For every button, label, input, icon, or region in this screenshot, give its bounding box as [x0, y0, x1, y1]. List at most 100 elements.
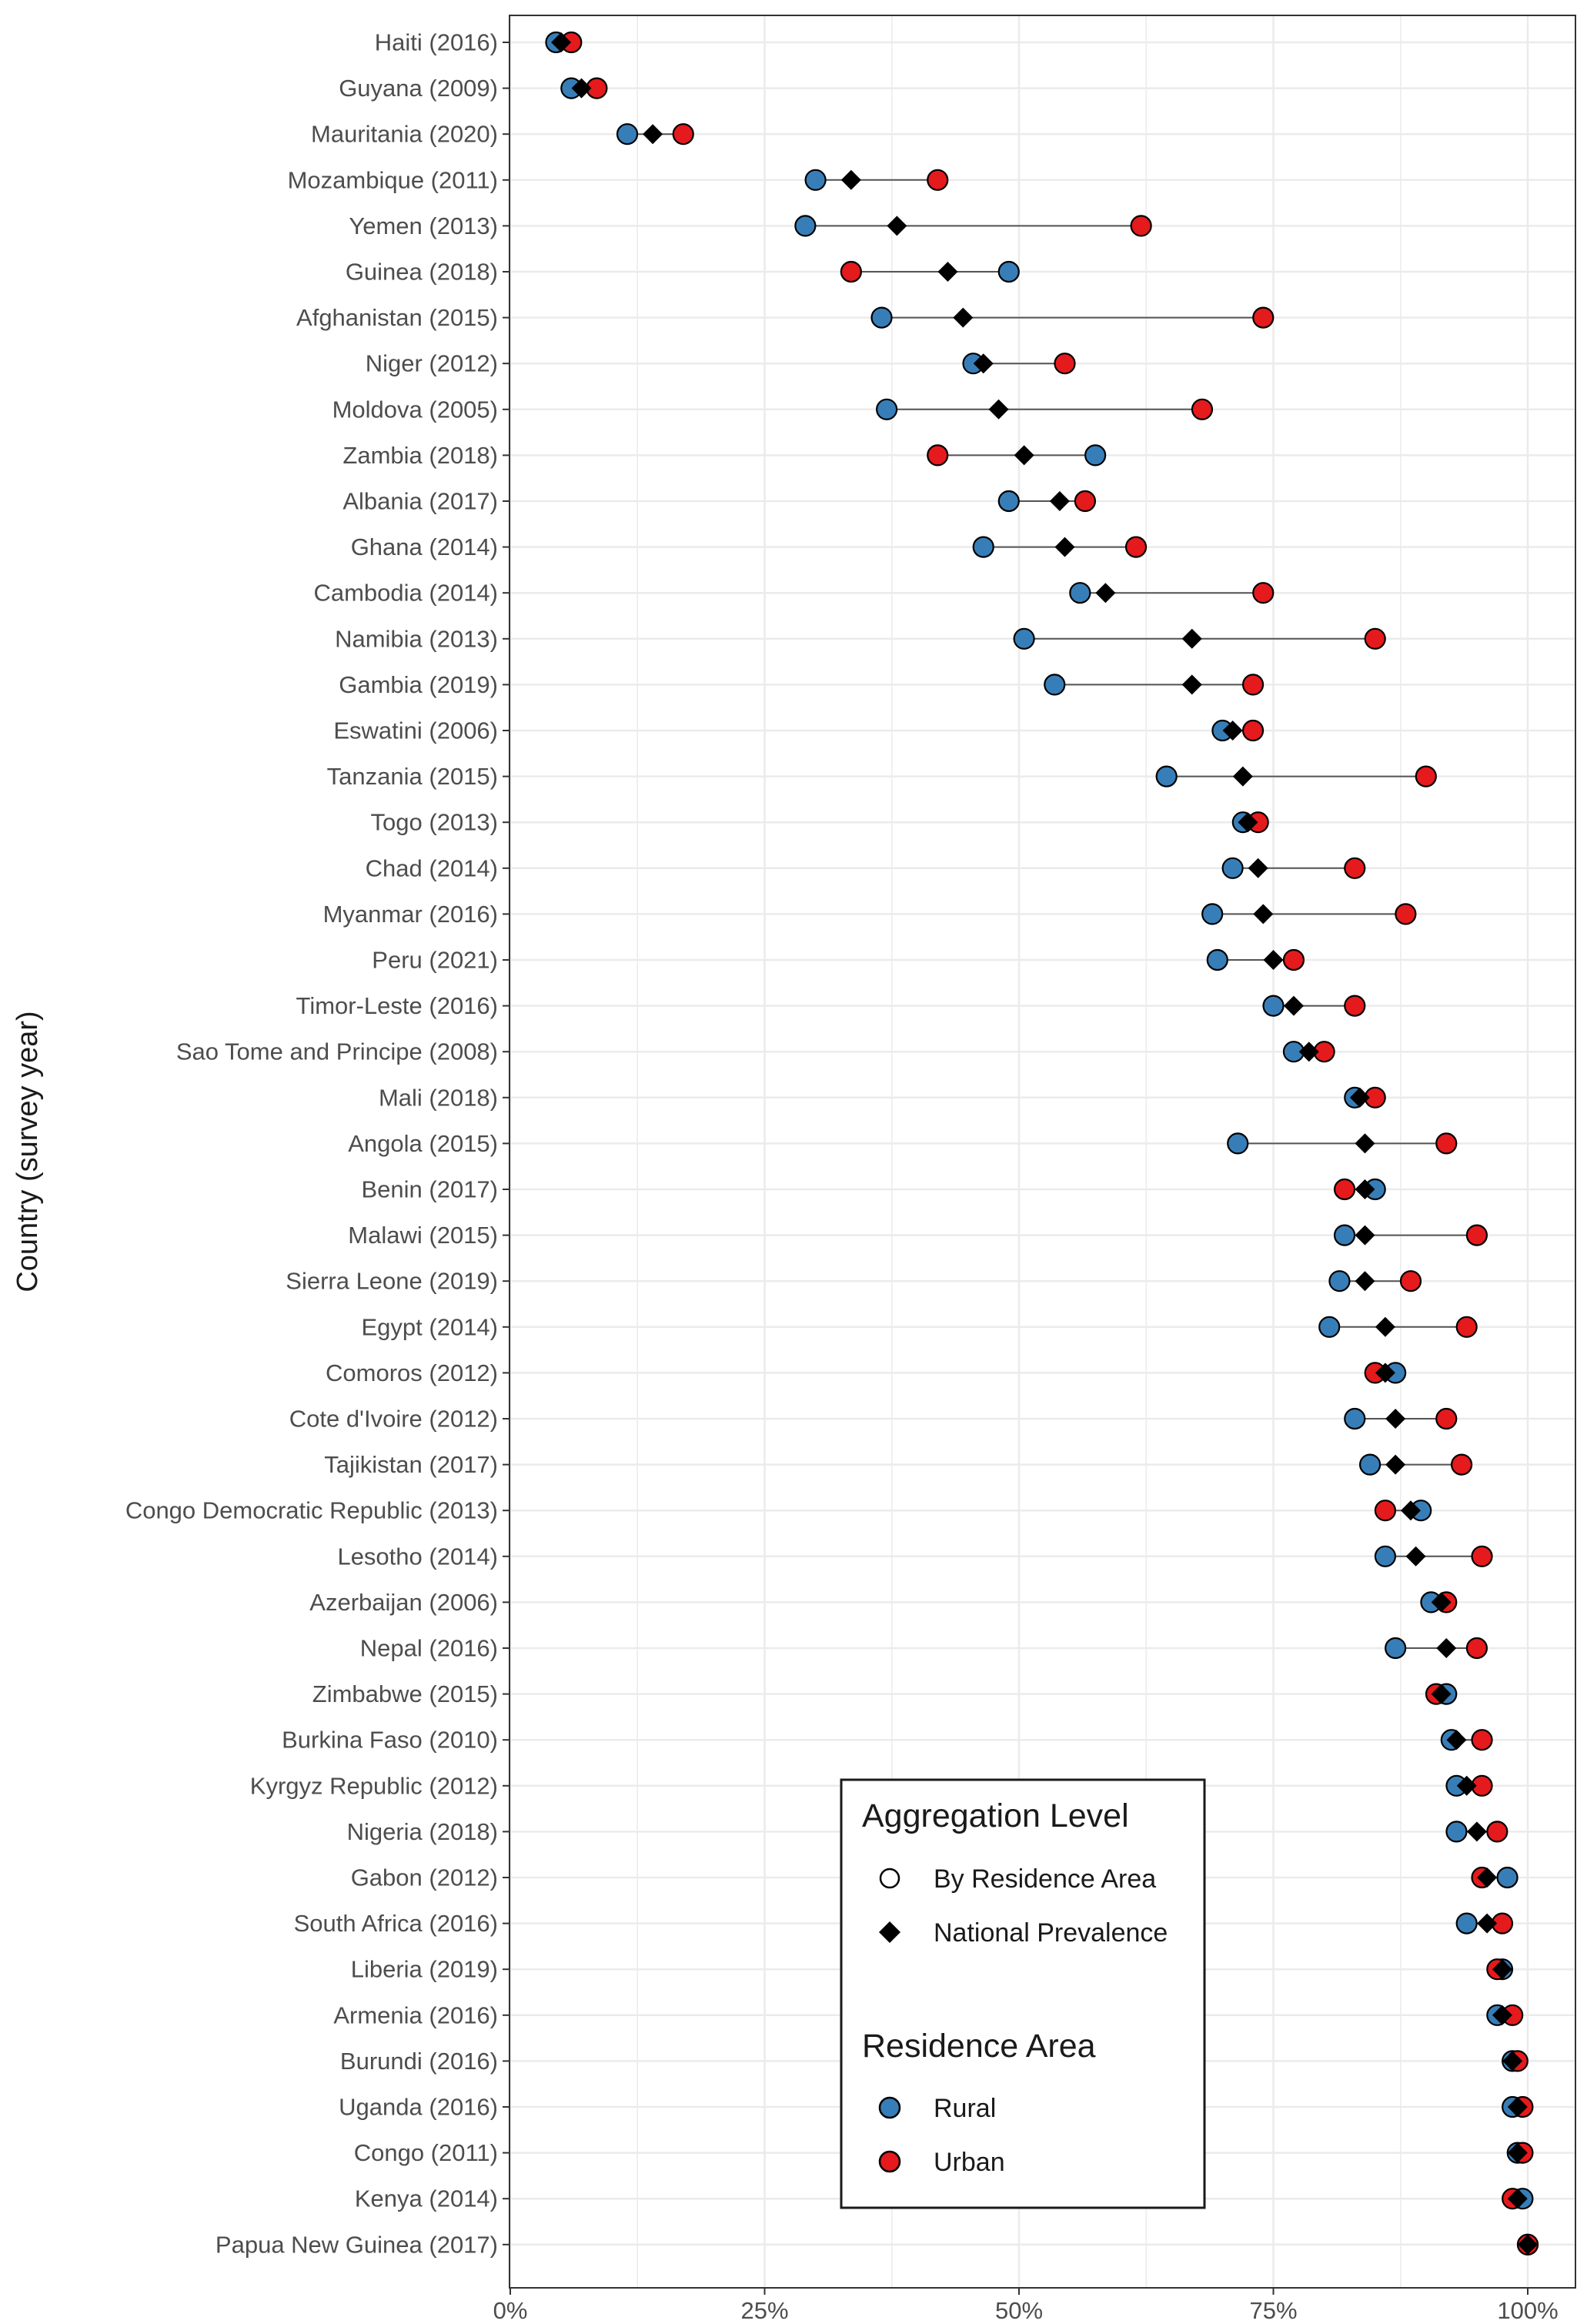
national-diamond [1222, 721, 1243, 741]
national-diamond [1014, 445, 1034, 466]
x-tick-label: 75% [1249, 2297, 1297, 2324]
y-tick-label: Timor-Leste (2016) [296, 992, 498, 1019]
rural-point [1044, 674, 1066, 696]
urban-point [1191, 398, 1214, 420]
rural-point [616, 123, 639, 145]
y-tick-label: Namibia (2013) [335, 625, 498, 652]
national-diamond [1375, 1316, 1395, 1337]
legend-key-urban [878, 2150, 901, 2173]
national-diamond [1456, 1775, 1477, 1796]
y-tick-label: Liberia (2019) [351, 1956, 498, 1983]
y-tick-label: Egypt (2014) [362, 1313, 499, 1340]
y-tick-label: Cote d'Ivoire (2012) [289, 1406, 498, 1433]
legend-label-rural: Rural [934, 2094, 996, 2123]
y-tick-label: Zambia (2018) [342, 442, 498, 469]
rural-point [1013, 627, 1035, 650]
national-diamond [1405, 1546, 1426, 1567]
urban-point [927, 444, 949, 466]
y-tick-label: Mozambique (2011) [288, 166, 498, 193]
rural-point [1333, 1224, 1356, 1246]
national-diamond [1436, 1638, 1457, 1658]
national-diamond [1232, 766, 1253, 787]
national-diamond [643, 124, 663, 145]
legend-label-national-prevalence: National Prevalence [934, 1918, 1168, 1948]
y-tick-label: Ghana (2014) [351, 533, 498, 560]
y-axis: Haiti (2016) Guyana (2009) Mauritania (202… [125, 29, 510, 2258]
legend-label-by-residence-area: By Residence Area [934, 1864, 1156, 1894]
urban-point [1344, 857, 1366, 879]
legend-title-residence-area: Residence Area [862, 2028, 1096, 2065]
urban-point [1471, 1545, 1493, 1567]
y-tick-label: Guinea (2018) [346, 259, 498, 286]
national-diamond [1431, 1684, 1452, 1704]
national-diamond [1518, 2234, 1538, 2255]
national-diamond [887, 216, 907, 236]
y-tick-label: Congo (2011) [354, 2139, 498, 2166]
y-tick-label: Niger (2012) [366, 350, 498, 377]
national-diamond [1054, 537, 1075, 557]
national-diamond [1238, 812, 1258, 833]
national-diamond [1492, 1959, 1512, 1980]
rural-point [1221, 857, 1244, 879]
y-tick-label: Azerbaijan (2006) [309, 1589, 498, 1616]
y-tick-label: Myanmar (2016) [323, 901, 498, 928]
national-diamond [1181, 674, 1202, 695]
data-points [545, 31, 1539, 2255]
urban-point [1054, 353, 1076, 375]
y-tick-label: Kyrgyz Republic (2012) [250, 1772, 498, 1799]
urban-point [1465, 1637, 1488, 1660]
national-diamond [1095, 583, 1116, 604]
y-tick-label: Lesotho (2014) [337, 1543, 498, 1570]
national-diamond [1248, 858, 1268, 878]
x-tick-label: 50% [995, 2297, 1043, 2324]
rural-point [1227, 1132, 1249, 1155]
urban-point [1471, 1729, 1493, 1751]
rural-point [1455, 1912, 1478, 1934]
rural-point [1155, 765, 1178, 787]
y-tick-label: Zimbabwe (2015) [312, 1680, 498, 1707]
y-tick-label: Eswatini (2006) [333, 717, 498, 744]
y-tick-label: Gabon (2012) [351, 1864, 498, 1891]
national-diamond [1477, 1868, 1498, 1888]
y-tick-label: Afghanistan (2015) [296, 304, 498, 331]
y-tick-label: Albania (2017) [342, 488, 498, 515]
urban-point [1364, 627, 1386, 650]
national-diamond [1507, 2142, 1528, 2163]
national-diamond [1298, 1042, 1319, 1062]
y-tick-label: Cambodia (2014) [313, 580, 498, 607]
plot-panel-border [509, 15, 1576, 2289]
urban-point [1252, 306, 1275, 329]
urban-point [1130, 215, 1152, 237]
rural-point [1318, 1316, 1341, 1338]
urban-point [1241, 674, 1265, 696]
rural-point [1385, 1637, 1407, 1660]
y-tick-label: Haiti (2016) [375, 29, 498, 56]
y-tick-label: Gambia (2019) [339, 671, 498, 698]
y-tick-label: Congo Democratic Republic (2013) [125, 1497, 498, 1524]
national-diamond [1355, 1225, 1375, 1246]
y-tick-label: Sao Tome and Principe (2008) [176, 1038, 498, 1065]
rural-point [876, 398, 898, 420]
legend-key-national-diamond [879, 1921, 900, 1943]
urban-point [1395, 903, 1417, 925]
national-diamond [1502, 2051, 1523, 2072]
urban-point [1241, 719, 1265, 742]
national-diamond [1049, 491, 1070, 511]
rural-point [997, 260, 1020, 283]
y-tick-label: Benin (2017) [361, 1176, 498, 1203]
urban-point [1124, 536, 1148, 558]
rural-point [1262, 995, 1285, 1017]
legend: Aggregation Level By Residence Area Nati… [840, 1778, 1206, 2209]
national-diamond [1477, 1913, 1498, 1934]
national-diamond [1507, 2189, 1528, 2209]
y-tick-label: Guyana (2009) [339, 75, 498, 102]
y-tick-label: Mali (2018) [379, 1084, 498, 1111]
rural-point [997, 490, 1020, 513]
rural-point [870, 306, 893, 329]
rural-point [972, 536, 994, 558]
national-diamond [1181, 628, 1202, 649]
y-tick-label: Comoros (2012) [326, 1359, 498, 1386]
legend-key-residence-area [879, 1868, 900, 1889]
